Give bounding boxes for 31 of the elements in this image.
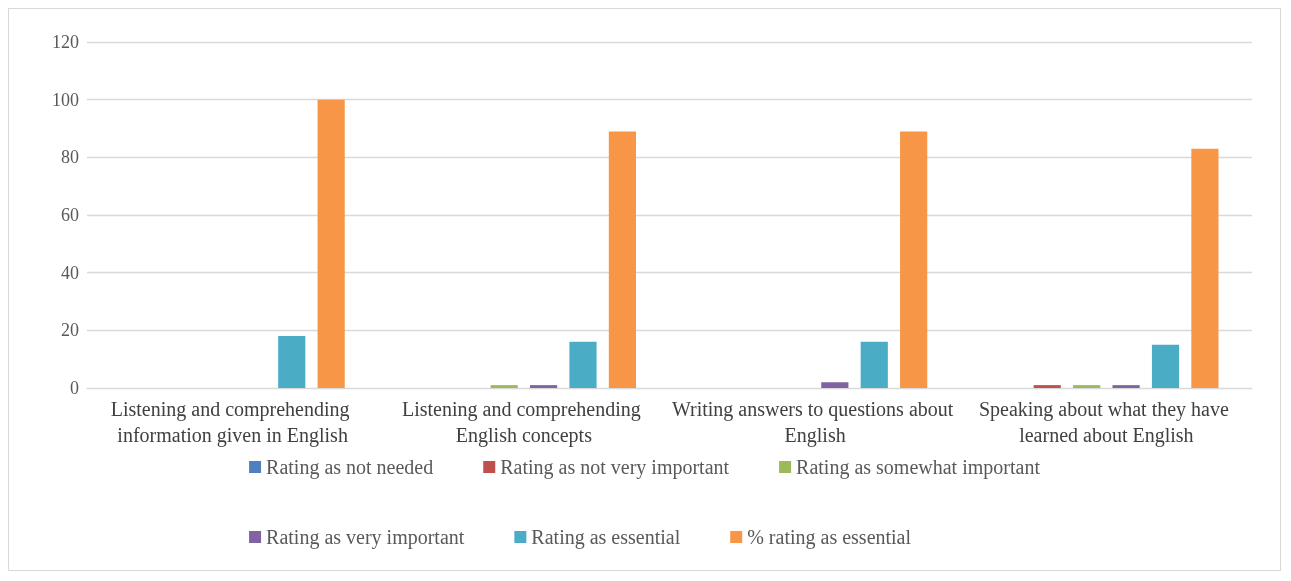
bar bbox=[278, 336, 306, 388]
y-tick-label: 120 bbox=[52, 32, 79, 52]
y-tick-label: 60 bbox=[61, 205, 79, 225]
legend-label: Rating as essential bbox=[531, 526, 681, 549]
legend-label: Rating as not very important bbox=[500, 456, 730, 479]
bar bbox=[1151, 344, 1180, 388]
y-tick-label: 100 bbox=[52, 89, 79, 110]
y-tick-label: 80 bbox=[61, 147, 79, 168]
legend-label: % rating as essential bbox=[747, 526, 912, 549]
y-tick-label: 20 bbox=[61, 320, 79, 341]
bar bbox=[821, 382, 849, 388]
bar bbox=[1191, 148, 1219, 388]
bar bbox=[608, 131, 637, 388]
x-tick-label: Listening and comprehending information given in English bbox=[110, 398, 355, 447]
bar bbox=[860, 341, 888, 388]
bar bbox=[1112, 385, 1140, 388]
bar bbox=[900, 131, 928, 388]
x-tick-label: Writing answers to questions about English bbox=[671, 398, 959, 447]
bar bbox=[1073, 385, 1101, 388]
bar bbox=[529, 385, 558, 388]
legend-label: Rating as not needed bbox=[266, 456, 434, 479]
legend-label: Rating as somewhat important bbox=[796, 456, 1041, 479]
bar bbox=[569, 341, 597, 388]
x-tick-label: Speaking about what they have learned about English bbox=[978, 398, 1234, 447]
bar bbox=[1033, 385, 1061, 388]
bar bbox=[317, 99, 345, 388]
bar bbox=[490, 385, 518, 388]
x-tick-label: Listening and comprehending English concepts bbox=[401, 398, 646, 447]
y-tick-label: 40 bbox=[61, 262, 79, 283]
y-tick-label: 0 bbox=[70, 378, 79, 398]
legend-label: Rating as very important bbox=[266, 526, 465, 549]
